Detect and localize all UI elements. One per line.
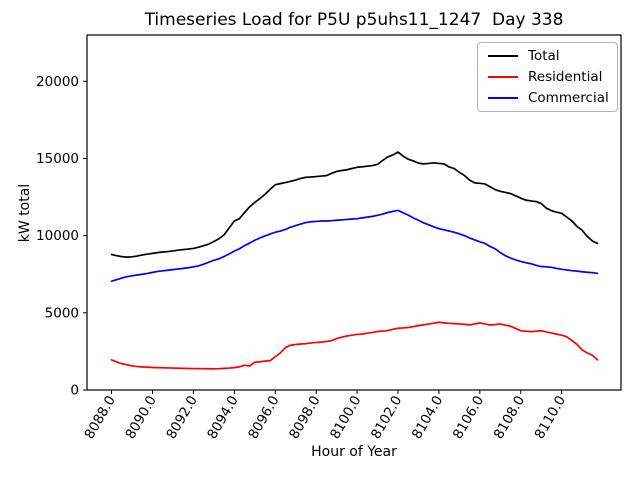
legend-item-total: Total — [478, 47, 617, 65]
legend-label-total: Total — [528, 48, 560, 65]
chart-title: Timeseries Load for P5U p5uhs11_1247 Day… — [144, 10, 564, 30]
x-tick-label: 8100.0 — [327, 393, 364, 442]
x-tick-label: 8098.0 — [286, 393, 323, 442]
x-tick-label: 8092.0 — [163, 393, 200, 442]
x-tick-label: 8108.0 — [491, 393, 528, 442]
y-tick-label: 20000 — [36, 74, 79, 90]
legend-label-residential: Residential — [528, 68, 603, 85]
x-tick-label: 8104.0 — [409, 393, 446, 442]
x-tick-label: 8094.0 — [204, 393, 241, 442]
x-tick-label: 8090.0 — [122, 393, 159, 442]
legend-item-commercial: Commercial — [478, 89, 617, 107]
commercial-line-swatch — [488, 96, 518, 99]
y-axis-label: kW total — [17, 183, 34, 242]
y-tick-label: 5000 — [45, 305, 79, 321]
series-line-total — [110, 151, 599, 258]
series-line-commercial — [110, 209, 599, 283]
x-tick-label: 8106.0 — [450, 393, 487, 442]
x-tick-label: 8110.0 — [532, 393, 569, 442]
legend-item-residential: Residential — [478, 68, 617, 86]
x-tick-label: 8102.0 — [368, 393, 405, 442]
x-tick-label: 8088.0 — [82, 393, 119, 442]
total-line-swatch — [488, 55, 518, 58]
x-axis-label: Hour of Year — [311, 444, 397, 460]
y-tick-label: 0 — [70, 383, 79, 399]
residential-line-swatch — [488, 75, 518, 78]
y-tick-label: 15000 — [36, 151, 79, 167]
y-axis-label-container: kW total — [17, 35, 34, 390]
series-line-residential — [110, 321, 599, 370]
y-tick-label: 10000 — [36, 228, 79, 244]
legend: Total Residential Commercial — [477, 42, 618, 112]
x-tick-label: 8096.0 — [245, 393, 282, 442]
legend-label-commercial: Commercial — [528, 89, 609, 106]
